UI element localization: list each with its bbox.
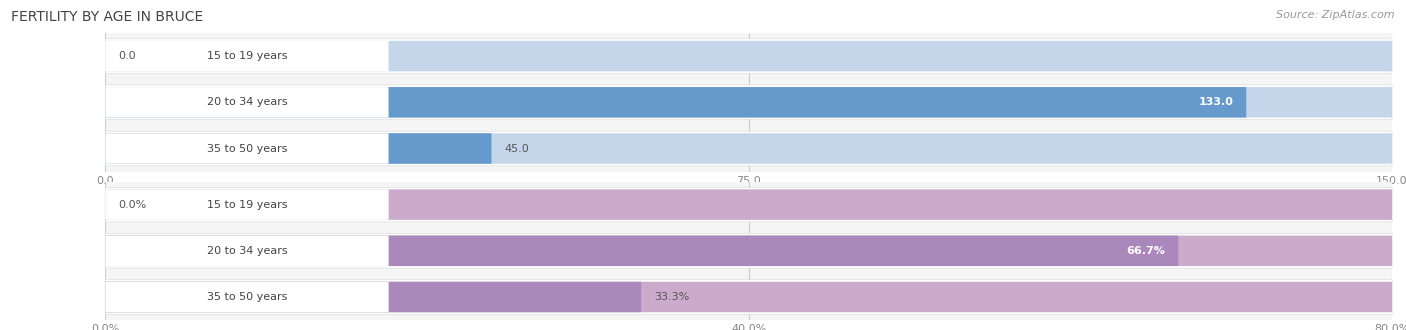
FancyBboxPatch shape [105, 187, 1392, 222]
Text: 15 to 19 years: 15 to 19 years [207, 200, 287, 210]
FancyBboxPatch shape [105, 87, 1392, 117]
FancyBboxPatch shape [105, 133, 388, 164]
FancyBboxPatch shape [105, 133, 1392, 164]
Text: FERTILITY BY AGE IN BRUCE: FERTILITY BY AGE IN BRUCE [11, 10, 204, 24]
Text: 35 to 50 years: 35 to 50 years [207, 144, 287, 153]
Text: 45.0: 45.0 [505, 144, 529, 153]
FancyBboxPatch shape [105, 282, 641, 312]
FancyBboxPatch shape [105, 39, 1392, 74]
Text: 35 to 50 years: 35 to 50 years [207, 292, 287, 302]
FancyBboxPatch shape [105, 189, 1392, 220]
FancyBboxPatch shape [105, 282, 388, 312]
FancyBboxPatch shape [105, 131, 1392, 166]
Text: 15 to 19 years: 15 to 19 years [207, 51, 287, 61]
FancyBboxPatch shape [105, 236, 388, 266]
Text: 66.7%: 66.7% [1126, 246, 1166, 256]
Text: 0.0: 0.0 [118, 51, 136, 61]
FancyBboxPatch shape [105, 87, 1246, 117]
FancyBboxPatch shape [105, 85, 1392, 120]
Text: 0.0%: 0.0% [118, 200, 146, 210]
FancyBboxPatch shape [105, 234, 1392, 268]
FancyBboxPatch shape [105, 236, 1392, 266]
Text: 20 to 34 years: 20 to 34 years [207, 97, 287, 107]
Text: 33.3%: 33.3% [654, 292, 689, 302]
FancyBboxPatch shape [105, 41, 388, 71]
FancyBboxPatch shape [105, 133, 492, 164]
FancyBboxPatch shape [105, 41, 1392, 71]
FancyBboxPatch shape [105, 87, 388, 117]
FancyBboxPatch shape [105, 189, 388, 220]
Text: 133.0: 133.0 [1198, 97, 1233, 107]
FancyBboxPatch shape [105, 280, 1392, 314]
Text: 20 to 34 years: 20 to 34 years [207, 246, 287, 256]
Text: Source: ZipAtlas.com: Source: ZipAtlas.com [1277, 10, 1395, 20]
FancyBboxPatch shape [105, 236, 1178, 266]
FancyBboxPatch shape [105, 282, 1392, 312]
